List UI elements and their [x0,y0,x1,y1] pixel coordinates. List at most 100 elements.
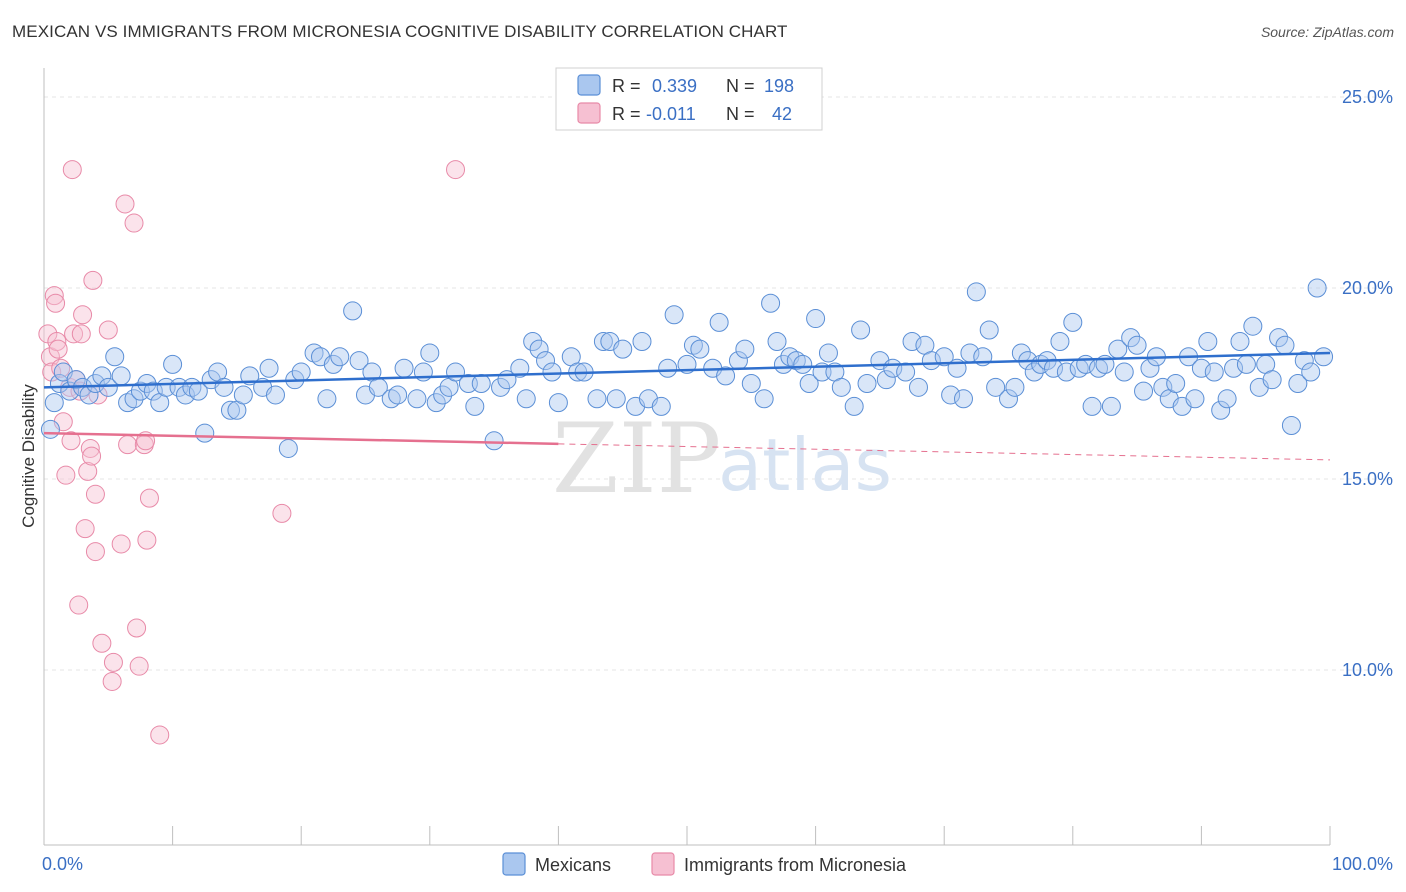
mexicans-point [1050,331,1070,351]
mexicans-point [214,377,234,397]
mexicans-point [175,385,195,405]
mexicans-point [1056,362,1076,382]
bottom-legend-swatch-mexicans [502,852,526,876]
mexicans-point [664,305,684,325]
micronesia-point [80,438,100,458]
mexicans-point [278,438,298,458]
mexicans-point [1166,374,1186,393]
micronesia-point [446,160,466,180]
mexicans-point [735,339,755,359]
mexicans-points [40,278,1334,458]
mexicans-point [548,393,568,413]
mexicans-point [1307,278,1327,298]
mexicans-point [323,354,343,374]
mexicans-point [1191,358,1211,378]
legend-r-label-micronesia: R = [612,104,641,124]
mexicans-point [1211,400,1231,420]
legend-n-label-mexicans: N = [726,76,755,96]
mexicans-point [1275,335,1295,355]
mexicans-point [484,431,504,451]
y-tick-labels: 10.0% 15.0% 20.0% 25.0% [1342,87,1393,680]
mexicans-point [1224,358,1244,378]
mexicans-point [1243,316,1263,336]
mexicans-point [163,354,183,374]
micronesia-point [82,446,102,466]
mexicans-point [793,354,813,374]
mexicans-point [1288,374,1308,393]
source-credit: Source: ZipAtlas.com [1260,24,1394,40]
y-tick-label: 20.0% [1342,278,1393,298]
mexicans-point [98,377,118,397]
micronesia-point [124,213,144,233]
mexicans-point [407,389,427,409]
micronesia-point [48,339,68,359]
legend-n-value-micronesia: 42 [772,104,792,124]
mexicans-point [240,366,260,386]
mexicans-point [716,366,736,386]
micronesia-point [64,324,84,344]
mexicans-point [1005,377,1025,397]
mexicans-point [1185,389,1205,409]
micronesia-point [115,194,135,214]
mexicans-point [1236,354,1256,374]
legend-swatch-micronesia [577,102,601,124]
mexicans-point [291,362,311,382]
mexicans-point [330,347,350,367]
mexicans-point [799,374,819,393]
mexicans-point [1127,335,1147,355]
axes [43,68,1331,846]
micronesia-point [137,530,157,550]
mexicans-point [857,374,877,393]
micronesia-point [103,652,123,672]
micronesia-point [69,595,89,615]
mexicans-point [195,423,215,443]
mexicans-point [259,358,279,378]
mexicans-point [632,331,652,351]
mexicans-point [593,331,613,351]
legend-n-label-micronesia: N = [726,104,755,124]
legend-n-value-mexicans: 198 [764,76,794,96]
mexicans-point [986,377,1006,397]
mexicans-point [806,309,826,329]
mexicans-point [143,381,163,401]
mexicans-point [1230,331,1250,351]
mexicans-point [510,358,530,378]
micronesia-point [75,519,95,539]
trend-lines [43,351,1331,461]
mexicans-point [1198,331,1218,351]
mexicans-point [709,312,729,332]
mexicans-point [536,351,556,371]
watermark-atlas: atlas [718,423,892,507]
y-axis-label: Cognitive Disability [19,384,38,528]
mexicans-point [85,374,105,393]
mexicans-point [1121,328,1141,348]
mexicans-point [40,419,60,439]
micronesia-point [83,270,103,290]
mexicans-point [66,370,86,390]
mexicans-point [1314,347,1334,367]
mexicans-point [979,320,999,340]
micronesia-point [102,671,122,691]
x-tick-label-end: 100.0% [1332,854,1393,874]
micronesia-point [73,305,93,325]
mexicans-point [851,320,871,340]
micronesia-point [61,431,81,451]
micronesia-trend-line-extrapolated [558,443,1331,461]
mexicans-point [754,389,774,409]
bottom-legend-micronesia: Immigrants from Micronesia [684,855,907,875]
legend-box: R = 0.339 N = 198 R = -0.011 N = 42 [555,67,823,131]
mexicans-point [741,374,761,393]
micronesia-point [98,320,118,340]
mexicans-point [233,385,253,405]
mexicans-point [934,347,954,367]
watermark-zip: ZIP [552,403,721,515]
y-tick-label: 25.0% [1342,87,1393,107]
micronesia-point [71,324,91,344]
mexicans-point [465,396,485,416]
mexicans-point [471,374,491,393]
mexicans-point [433,385,453,405]
mexicans-point [426,393,446,413]
mexicans-point [220,400,240,420]
mexicans-point [105,347,125,367]
mexicans-point [658,358,678,378]
